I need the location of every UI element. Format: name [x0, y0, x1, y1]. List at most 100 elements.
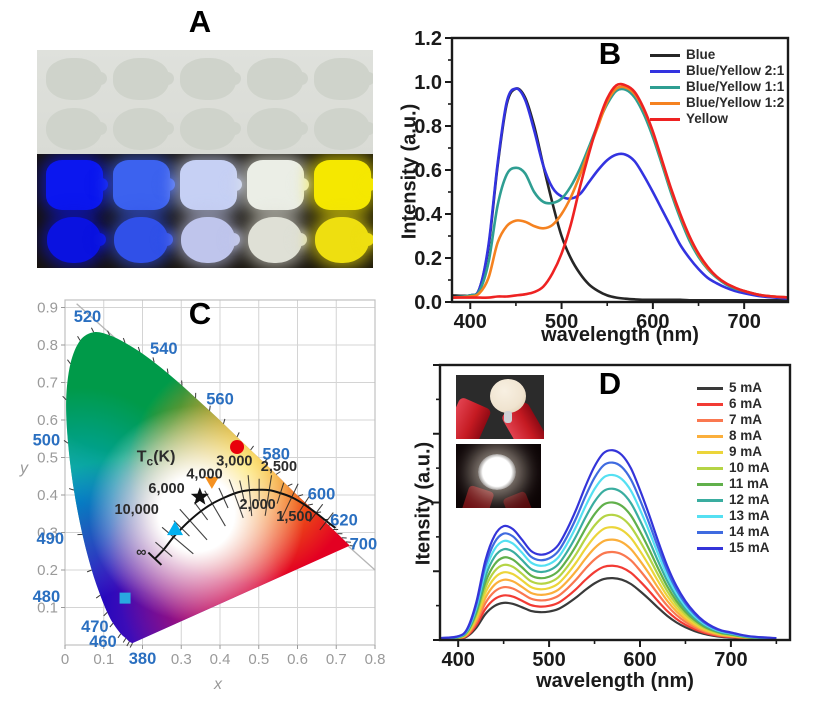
y-tick-label: 1.2	[414, 28, 442, 50]
y-tick-label: 0.8	[37, 337, 58, 354]
disc-nub	[95, 178, 108, 191]
disc-nub	[229, 178, 242, 191]
marker-triangle-up	[167, 521, 184, 536]
current-dependent-spectra-chart: 400 500 600 700	[433, 363, 792, 671]
disc-nub	[94, 122, 107, 135]
legend-swatch	[650, 101, 680, 105]
marker-triangle-down	[204, 476, 219, 489]
x-tick-label: 400	[454, 311, 487, 333]
legend-swatch	[697, 482, 723, 486]
samples-uv-photo	[37, 154, 373, 268]
legend-item: 13 mA	[697, 508, 770, 524]
led-device-photo	[456, 375, 544, 439]
legend-label: Yellow	[686, 111, 729, 126]
marker-circle	[230, 440, 245, 454]
disc-nub	[361, 233, 373, 246]
y-tick-label: 0.1	[37, 600, 58, 617]
locus-wavelength-label: 520	[74, 308, 102, 326]
locus-wavelength-label: 460	[89, 633, 117, 651]
legend-label: 10 mA	[729, 460, 770, 475]
disc-nub	[228, 72, 241, 85]
sample-disc-uv	[315, 217, 373, 263]
tc-label: Tc(K)	[137, 448, 176, 468]
x-tick-label: 0.6	[287, 651, 308, 668]
panel-c-ylabel: y	[20, 460, 28, 477]
cct-label: 1,500	[276, 509, 312, 525]
cct-label: ∞	[136, 544, 146, 560]
sample-disc-uv	[47, 217, 106, 263]
legend-item: Blue	[650, 47, 784, 63]
legend-item: Blue/Yellow 2:1	[650, 63, 784, 79]
legend-label: 5 mA	[729, 380, 763, 395]
panel-d-label: D	[598, 366, 622, 401]
sample-disc-daylight	[113, 58, 174, 100]
series-13-ma	[440, 473, 777, 640]
cie-chromaticity-diagram: 0 0.1 380 0.3 0.4 0.5 0.6 0.7 0.8 0.1 0.2 0.3 0.4 0.5…	[33, 299, 385, 668]
disc-nub	[93, 233, 106, 246]
x-tick-label: 0.7	[326, 651, 347, 668]
series-yellow	[452, 82, 788, 299]
panel-b-ylabel: Intensity (a.u.)	[398, 103, 421, 240]
red-clip-right	[502, 490, 536, 508]
series-15-ma	[440, 449, 777, 640]
emission-spectra-chart: 400 500 600 700 0.0 0.2 0.4 0.6 0.8 1.0 1.2	[414, 28, 790, 333]
legend-item: 8 mA	[697, 428, 770, 444]
phosphor-samples-photo	[37, 50, 373, 268]
sample-disc-uv	[314, 160, 373, 210]
disc-nub	[227, 233, 240, 246]
chromaticity-gamut	[66, 332, 350, 644]
locus-wavelength-label: 480	[33, 588, 61, 606]
panel-d-ylabel: Itensity (a.u.)	[412, 441, 435, 566]
legend-swatch	[650, 69, 680, 73]
led-disc	[490, 379, 526, 413]
legend-swatch	[697, 546, 723, 550]
y-tick-label: 0.9	[37, 300, 58, 317]
series-10-ma	[440, 513, 777, 640]
cct-label: 2,500	[261, 459, 297, 475]
sample-disc-daylight	[113, 108, 174, 150]
x-tick-label: 0.3	[171, 651, 192, 668]
legend-swatch	[697, 386, 723, 390]
legend-item: 14 mA	[697, 524, 770, 540]
legend-swatch	[697, 498, 723, 502]
locus-wavelength-label: 560	[206, 390, 234, 408]
y-tick-label: 1.0	[414, 72, 442, 94]
disc-nub	[161, 72, 174, 85]
panel-d-xlabel: wavelength (nm)	[536, 670, 694, 692]
legend-label: 15 mA	[729, 540, 770, 555]
locus-wavelength-label: 700	[350, 536, 378, 554]
panel-c-xlabel: x	[214, 676, 222, 693]
x-tick-label: 700	[714, 649, 747, 671]
disc-nub	[160, 233, 173, 246]
cct-label: 6,000	[148, 481, 184, 497]
led-glow	[478, 454, 516, 490]
sample-disc-daylight	[314, 108, 373, 150]
led-lead	[504, 411, 512, 423]
sample-disc-daylight	[46, 108, 107, 150]
x-tick-label: 0	[61, 651, 69, 668]
x-tick-label: 0.1	[93, 651, 114, 668]
led-lit-photo	[456, 444, 541, 508]
series-blue-yellow-2-1	[452, 87, 788, 300]
samples-daylight-photo	[37, 50, 373, 154]
legend-item: Blue/Yellow 1:1	[650, 79, 784, 95]
x-tick-label: 600	[623, 649, 656, 671]
legend-item: 11 mA	[697, 476, 770, 492]
series-11-ma	[440, 501, 777, 640]
series-5-ma	[440, 577, 777, 640]
legend-label: Blue	[686, 47, 716, 62]
y-tick-label: 0.8	[414, 116, 442, 138]
legend-item: 5 mA	[697, 380, 770, 396]
legend-label: Blue/Yellow 1:1	[686, 79, 785, 94]
legend-label: 6 mA	[729, 396, 763, 411]
legend-label: 11 mA	[729, 476, 769, 491]
locus-wavelength-label: 470	[81, 618, 109, 636]
cct-label: 10,000	[115, 502, 159, 518]
legend-swatch	[697, 514, 723, 518]
y-tick-label: 0.4	[37, 487, 58, 504]
legend-swatch	[650, 53, 680, 57]
legend-label: 9 mA	[729, 444, 763, 459]
disc-nub	[296, 178, 309, 191]
y-tick-label: 0.4	[414, 204, 443, 226]
locus-wavelength-label: 620	[330, 512, 358, 530]
